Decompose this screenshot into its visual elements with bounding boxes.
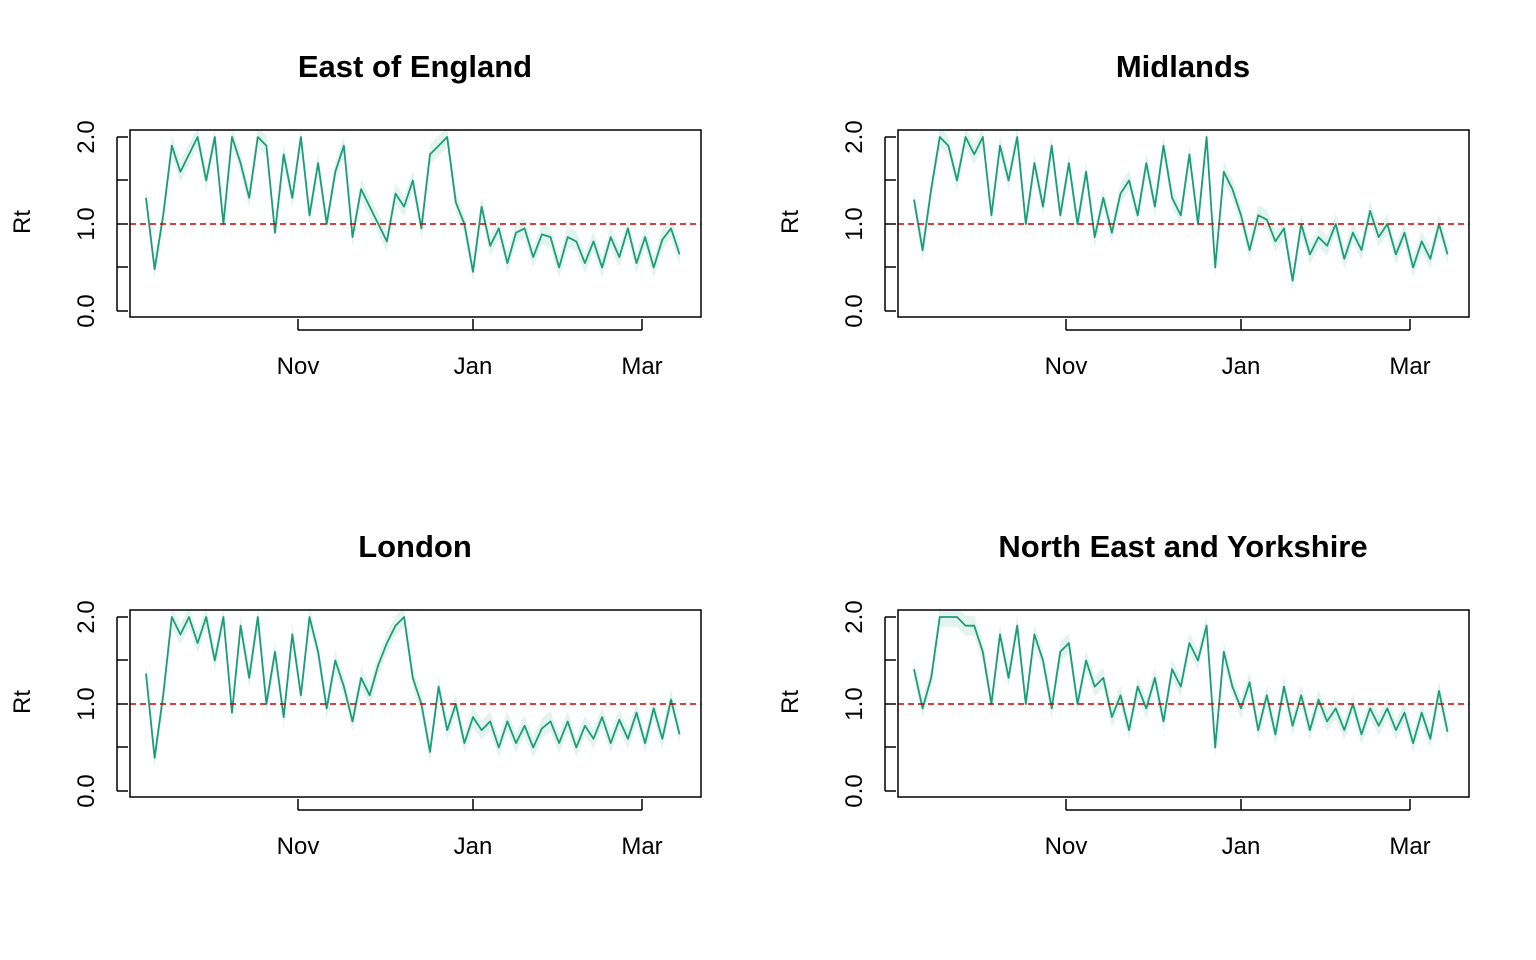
x-tick-label: Nov: [1045, 833, 1088, 860]
plot-area: [130, 130, 701, 282]
y-tick-label: 0.0: [841, 774, 868, 807]
x-tick-label: Mar: [1389, 353, 1430, 380]
y-tick-label: 2.0: [841, 120, 868, 153]
plot-area: [898, 130, 1469, 291]
y-axis-label: Rt: [777, 210, 804, 234]
y-tick-label: 0.0: [73, 774, 100, 807]
y-axis-label: Rt: [9, 690, 36, 714]
y-tick-label: 1.0: [73, 207, 100, 240]
rt-series-line: [145, 616, 681, 759]
x-tick-label: Jan: [454, 833, 493, 860]
x-tick-label: Jan: [1222, 353, 1261, 380]
x-tick-label: Mar: [1389, 833, 1430, 860]
plot-area: [130, 610, 701, 768]
y-tick-label: 2.0: [73, 120, 100, 153]
plot-frame: [897, 609, 1470, 798]
y-tick-label: 2.0: [841, 600, 868, 633]
y-tick-label: 1.0: [841, 687, 868, 720]
y-tick-label: 1.0: [73, 687, 100, 720]
panel-midlands: Midlands Rt 0.0 1.0 2.0 Nov Jan Mar: [777, 49, 1470, 380]
y-tick-label: 0.0: [841, 294, 868, 327]
plot-frame: [897, 129, 1470, 318]
panel-london: London Rt 0.0 1.0 2.0 Nov Jan Mar: [9, 529, 702, 860]
uncertainty-band: [146, 610, 680, 768]
y-axis-label: Rt: [777, 690, 804, 714]
uncertainty-band: [914, 130, 1448, 291]
plot-frame: [129, 609, 702, 798]
y-tick-label: 0.0: [73, 294, 100, 327]
x-tick-label: Nov: [277, 353, 320, 380]
panel-title: North East and Yorkshire: [998, 529, 1367, 564]
x-tick-label: Jan: [454, 353, 493, 380]
rt-series-line: [913, 136, 1449, 282]
y-axis-label: Rt: [9, 210, 36, 234]
x-tick-label: Mar: [621, 353, 662, 380]
x-tick-label: Nov: [277, 833, 320, 860]
panel-east-of-england: East of England Rt 0.0 1.0 2.0 Nov Jan M…: [9, 49, 702, 380]
panel-title: London: [358, 529, 472, 564]
panel-title: Midlands: [1116, 49, 1250, 84]
panel-title: East of England: [298, 49, 532, 84]
y-tick-label: 2.0: [73, 600, 100, 633]
uncertainty-band: [146, 130, 680, 282]
x-tick-label: Nov: [1045, 353, 1088, 380]
panel-north-east-and-yorkshire: North East and Yorkshire Rt 0.0 1.0 2.0 …: [777, 529, 1470, 860]
x-tick-label: Mar: [621, 833, 662, 860]
y-tick-label: 1.0: [841, 207, 868, 240]
x-tick-label: Jan: [1222, 833, 1261, 860]
rt-series-line: [913, 616, 1449, 749]
plot-area: [898, 610, 1469, 758]
rt-series-line: [145, 136, 681, 273]
plot-frame: [129, 129, 702, 318]
